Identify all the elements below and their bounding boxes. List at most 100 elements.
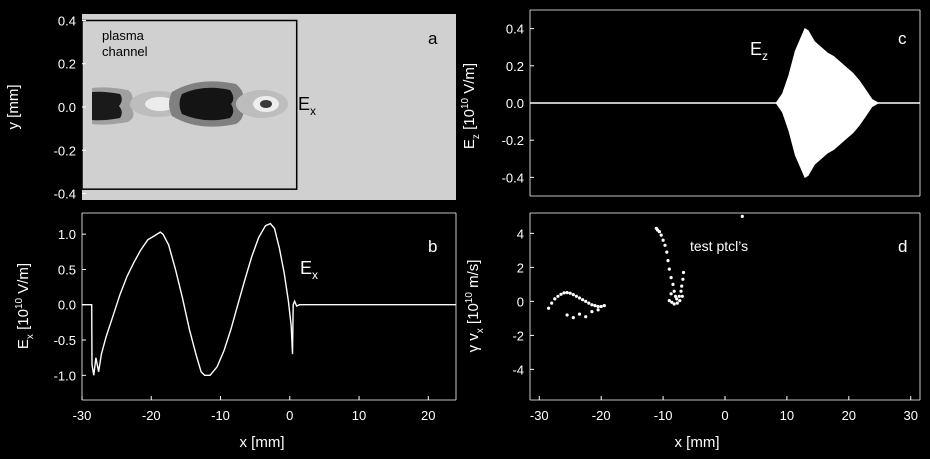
particle-point xyxy=(667,299,671,303)
x-tick-label: -20 xyxy=(592,408,611,423)
x-tick-label: -20 xyxy=(142,408,161,423)
particle-point xyxy=(593,304,597,308)
particle-point xyxy=(590,303,594,307)
panel-d: test ptcl’s d 420-2-4-30 -20 -10 0 10 20 30 γ … xyxy=(464,212,921,451)
x-tick-label: -30 xyxy=(73,408,92,423)
x-tick-label: -10 xyxy=(654,408,673,423)
y-tick-label: 0.5 xyxy=(58,262,76,277)
particle-point xyxy=(670,300,674,304)
particle-point xyxy=(584,299,588,303)
particle-point xyxy=(574,294,579,298)
particle-point xyxy=(577,312,582,316)
x-tick-label: -30 xyxy=(530,408,549,423)
y-tick-label: 0.4 xyxy=(506,22,524,37)
particle-point xyxy=(547,306,551,310)
panel-d-ticks: 420-2-4-30 -20 -10 0 10 20 30 xyxy=(512,226,918,423)
panel-b-ticks: 1.0 0.5 0.0 -0.5 -1.0 -30 -20 -10 0 10 20 xyxy=(54,227,436,423)
y-tick-label: 0.0 xyxy=(58,100,76,115)
panel-b: Ex b 1.0 0.5 0.0 -0.5 -1.0 -30 -20 -10 0 10 20 Ex … xyxy=(14,212,457,451)
panel-a-y-axis-label: y [mm] xyxy=(5,85,22,130)
x-tick-label: 20 xyxy=(842,408,856,423)
particle-point xyxy=(666,259,670,263)
y-tick-label: -0.2 xyxy=(54,143,76,158)
panel-c: Ez c 0.4 0.2 0.0 -0.2 -0.4 Ez [1010 V/m] xyxy=(460,9,921,197)
y-tick-label: 2 xyxy=(517,260,524,275)
panel-a-field-label: Ex xyxy=(298,94,316,118)
y-tick-label: -0.2 xyxy=(502,133,524,148)
particle-point xyxy=(681,270,686,275)
particle-point xyxy=(663,243,667,247)
panel-c-y-ticks: 0.4 0.2 0.0 -0.2 -0.4 xyxy=(502,22,534,185)
particle-point xyxy=(740,214,744,218)
particle-point xyxy=(669,292,673,296)
particle-point xyxy=(556,294,560,298)
particle-point xyxy=(602,304,606,308)
x-tick-label: 20 xyxy=(421,408,435,423)
plasma-channel-box xyxy=(81,19,298,190)
particle-point xyxy=(587,301,591,305)
y-tick-label: -4 xyxy=(512,362,524,377)
ez-envelope xyxy=(530,28,920,178)
panel-a-letter: a xyxy=(428,29,438,48)
y-tick-label: 1.0 xyxy=(58,227,76,242)
plume-1-inner xyxy=(92,91,122,121)
particle-point xyxy=(675,301,679,305)
panel-b-x-axis-label: x [mm] xyxy=(240,434,285,451)
y-tick-label: 0 xyxy=(517,294,524,309)
particle-point xyxy=(599,304,603,309)
particle-point xyxy=(680,294,684,298)
y-tick-label: 0.4 xyxy=(58,13,76,28)
x-tick-label: 30 xyxy=(903,408,917,423)
y-tick-label: -0.4 xyxy=(502,170,524,185)
particle-point xyxy=(571,293,575,297)
particle-point xyxy=(675,297,679,301)
ex-series-line xyxy=(82,222,456,376)
particle-point xyxy=(590,310,594,314)
particle-point xyxy=(584,315,588,319)
y-tick-label: 0.0 xyxy=(506,96,524,111)
panel-c-letter: c xyxy=(898,29,907,48)
particle-point xyxy=(661,238,665,242)
panel-b-y-axis-label: Ex [1010 V/m] xyxy=(14,263,36,349)
panel-d-annotation: test ptcl’s xyxy=(690,238,748,254)
y-tick-label: -2 xyxy=(512,328,524,343)
particle-point xyxy=(657,230,662,234)
test-particle-points xyxy=(547,214,744,320)
particle-point xyxy=(562,291,566,295)
x-tick-label: -10 xyxy=(211,408,230,423)
particle-point xyxy=(565,313,569,317)
x-tick-label: 0 xyxy=(721,408,728,423)
panel-d-x-axis-label: x [mm] xyxy=(675,434,720,451)
particle-point xyxy=(550,301,554,305)
particle-point xyxy=(667,267,671,271)
plume-3-inner xyxy=(179,87,234,121)
x-tick-label: 10 xyxy=(352,408,366,423)
y-tick-label: 4 xyxy=(517,226,524,241)
particle-point xyxy=(568,291,572,295)
panel-a-y-ticks: 0.4 0.2 0.0 -0.2 -0.4 xyxy=(54,13,86,202)
particle-point xyxy=(559,292,563,296)
particle-point xyxy=(681,277,685,281)
y-tick-label: 0.0 xyxy=(58,298,76,313)
particle-point xyxy=(665,250,669,254)
y-tick-label: -0.5 xyxy=(54,333,76,348)
panel-a: plasma channel Ex a 0.4 0.2 0.0 -0.2 -0.4 y … xyxy=(5,13,456,202)
particle-point xyxy=(672,289,676,293)
particle-point xyxy=(678,299,682,303)
panel-d-y-axis-label: γ vx [1010 m/s] xyxy=(464,260,486,353)
y-tick-label: 0.2 xyxy=(506,59,524,74)
particle-point xyxy=(596,308,600,312)
particle-point xyxy=(577,296,582,300)
particle-point xyxy=(553,297,557,301)
panel-b-field-label: Ex xyxy=(300,258,318,282)
particle-point xyxy=(679,289,683,293)
particle-point xyxy=(581,298,585,302)
particle-point xyxy=(671,282,675,286)
particle-point xyxy=(673,294,678,298)
plasma-channel-label-line2: channel xyxy=(102,44,148,59)
x-tick-label: 10 xyxy=(780,408,794,423)
panel-b-letter: b xyxy=(428,237,437,256)
particle-point xyxy=(677,294,681,298)
particle-point xyxy=(669,276,673,280)
